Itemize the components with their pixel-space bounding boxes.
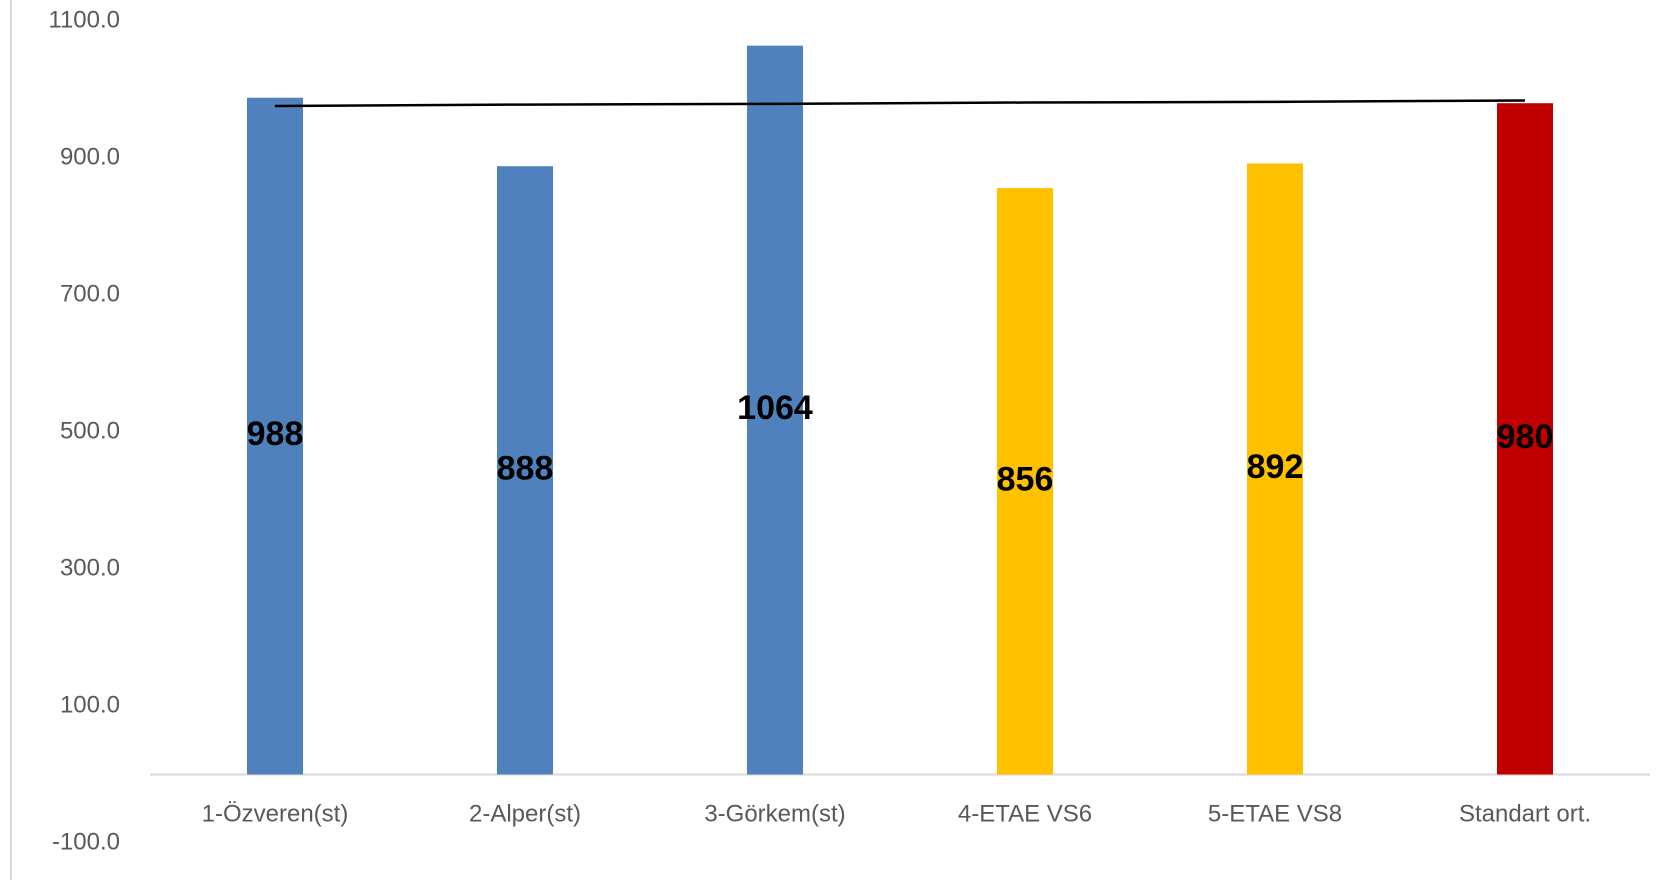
value-label: 980 bbox=[1497, 418, 1554, 456]
value-label: 988 bbox=[247, 415, 304, 453]
x-tick-label: 4-ETAE VS6 bbox=[958, 800, 1092, 827]
y-tick-label: 900.0 bbox=[60, 143, 120, 170]
bar bbox=[247, 97, 303, 775]
x-tick-label: 3-Görkem(st) bbox=[704, 800, 845, 827]
bar bbox=[997, 188, 1053, 775]
x-tick-label: Standart ort. bbox=[1459, 800, 1591, 827]
y-tick-label: 500.0 bbox=[60, 417, 120, 444]
bar bbox=[1497, 103, 1553, 775]
value-label: 888 bbox=[497, 449, 554, 487]
x-tick-label: 1-Özveren(st) bbox=[202, 800, 349, 827]
y-tick-label: 300.0 bbox=[60, 554, 120, 581]
x-tick-label: 5-ETAE VS8 bbox=[1208, 800, 1342, 827]
y-tick-label: 700.0 bbox=[60, 280, 120, 307]
value-label: 892 bbox=[1247, 448, 1304, 486]
y-tick-label: 1100.0 bbox=[48, 6, 120, 33]
y-tick-label: -100.0 bbox=[52, 828, 120, 855]
value-label: 856 bbox=[997, 460, 1054, 498]
bar bbox=[497, 166, 553, 775]
value-label: 1064 bbox=[737, 389, 813, 427]
bar bbox=[1247, 163, 1303, 775]
line-series bbox=[274, 99, 1526, 108]
y-tick-label: 100.0 bbox=[60, 691, 120, 718]
bar bbox=[747, 45, 803, 775]
x-tick-label: 2-Alper(st) bbox=[469, 800, 581, 827]
